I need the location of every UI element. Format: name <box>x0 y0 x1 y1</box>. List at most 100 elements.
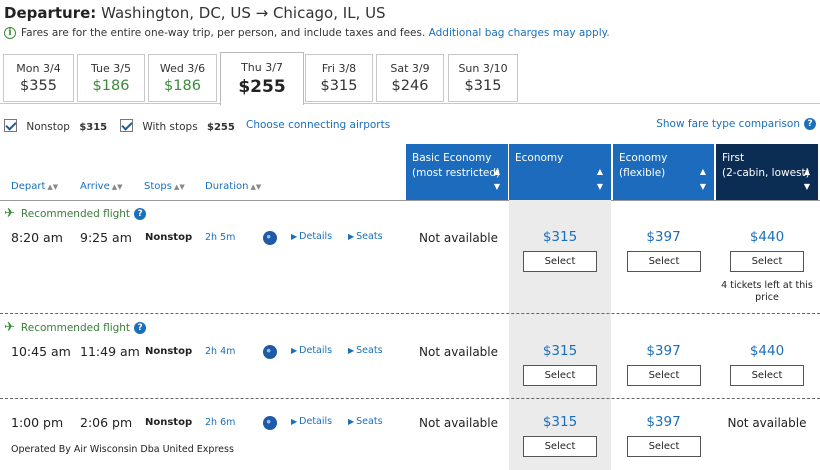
select-economy-flexible-button[interactable]: Select <box>627 436 701 457</box>
fare-header-economy[interactable]: Economy ▲ ▼ <box>509 144 611 200</box>
fare-comparison-link[interactable]: Show fare type comparison <box>656 118 800 130</box>
details-link[interactable]: ▶ Details <box>291 345 332 356</box>
economy-flexible-price: $397 <box>646 229 681 245</box>
date-tab-sun[interactable]: Sun 3/10 $315 <box>448 54 518 102</box>
date-tab-price: $246 <box>391 78 429 94</box>
fare-header-subtitle: (flexible) <box>619 167 666 179</box>
route-text: Washington, DC, US → Chicago, IL, US <box>101 4 386 22</box>
fare-info-text: Fares are for the entire one-way trip, p… <box>21 27 426 39</box>
details-label: Details <box>299 231 333 242</box>
sort-icon: ▲▼ <box>250 183 262 191</box>
date-tab-fri[interactable]: Fri 3/8 $315 <box>305 54 373 102</box>
seats-label: Seats <box>356 345 383 356</box>
basic-economy-unavailable: Not available <box>419 416 499 430</box>
with-stops-checkbox[interactable] <box>120 119 133 132</box>
depart-time: 10:45 am <box>11 344 71 359</box>
recommended-flight-badge: ✈ Recommended flight ? <box>4 206 147 221</box>
sort-icon: ▲▼ <box>47 183 59 191</box>
with-stops-filter[interactable]: With stops $255 <box>120 119 235 133</box>
sort-stops[interactable]: Stops ▲▼ <box>144 181 185 192</box>
sort-icon: ▲▼ <box>493 167 500 191</box>
fare-header-title: Economy <box>515 152 564 164</box>
departure-label: Departure: <box>4 4 97 22</box>
select-economy-flexible-button[interactable]: Select <box>627 251 701 272</box>
first-unavailable: Not available <box>727 416 807 430</box>
arrive-time: 11:49 am <box>80 344 140 359</box>
sort-icon: ▲▼ <box>596 167 603 191</box>
date-tab-label: Thu 3/7 <box>241 61 283 74</box>
date-tab-label: Tue 3/5 <box>91 62 131 75</box>
date-tab-label: Wed 3/6 <box>159 62 206 75</box>
date-tab-wed[interactable]: Wed 3/6 $186 <box>148 54 217 102</box>
triangle-right-icon: ▶ <box>348 232 355 241</box>
date-tab-price: $355 <box>20 78 57 94</box>
fare-comparison-toggle[interactable]: Show fare type comparison ? <box>656 118 816 130</box>
seats-link[interactable]: ▶ Seats <box>348 345 383 356</box>
duration-value: 2h 6m <box>205 417 236 428</box>
connecting-airports-link[interactable]: Choose connecting airports <box>246 119 391 131</box>
seats-link[interactable]: ▶ Seats <box>348 231 383 242</box>
plane-icon: ✈ <box>4 206 15 221</box>
fare-header-title: First <box>722 152 745 164</box>
fare-header-basic-economy[interactable]: Basic Economy (most restricted) ▲ ▼ <box>406 144 508 200</box>
fare-header-first[interactable]: First (2-cabin, lowest) ▲ ▼ <box>716 144 818 200</box>
date-tab-label: Sun 3/10 <box>458 62 508 75</box>
nonstop-checkbox[interactable] <box>4 119 17 132</box>
united-logo-icon <box>263 231 277 245</box>
triangle-right-icon: ▶ <box>348 346 355 355</box>
economy-flexible-price: $397 <box>646 414 681 430</box>
economy-price: $315 <box>542 414 578 430</box>
help-icon[interactable]: ? <box>804 118 816 130</box>
row-divider <box>0 313 820 314</box>
united-logo-icon <box>263 345 277 359</box>
header-divider <box>0 200 820 201</box>
sort-arrive[interactable]: Arrive ▲▼ <box>80 181 123 192</box>
info-icon: i <box>4 27 16 39</box>
recommended-label: Recommended flight <box>20 321 131 334</box>
sort-duration[interactable]: Duration ▲▼ <box>205 181 261 192</box>
help-icon[interactable]: ? <box>134 207 147 220</box>
with-stops-price: $255 <box>207 122 235 133</box>
triangle-right-icon: ▶ <box>291 346 298 355</box>
date-tab-mon[interactable]: Mon 3/4 $355 <box>3 54 74 102</box>
details-link[interactable]: ▶ Details <box>291 416 332 427</box>
details-link[interactable]: ▶ Details <box>291 231 332 242</box>
economy-price: $315 <box>542 343 578 359</box>
help-icon[interactable]: ? <box>134 321 147 334</box>
duration-value: 2h 5m <box>205 232 236 243</box>
stops-value: Nonstop <box>145 417 193 428</box>
row-divider <box>0 398 820 399</box>
details-label: Details <box>299 345 333 356</box>
date-tab-price: $186 <box>164 78 201 94</box>
select-economy-button[interactable]: Select <box>523 251 597 272</box>
fare-header-title: Basic Economy <box>412 152 492 164</box>
plane-icon: ✈ <box>4 320 15 335</box>
date-tab-thu-selected[interactable]: Thu 3/7 $255 <box>220 52 304 105</box>
fare-header-title: Economy <box>619 152 668 164</box>
fare-header-economy-flexible[interactable]: Economy (flexible) ▲ ▼ <box>613 144 714 200</box>
nonstop-filter[interactable]: Nonstop $315 <box>4 119 107 133</box>
economy-price: $315 <box>542 229 578 245</box>
date-tab-sat[interactable]: Sat 3/9 $246 <box>376 54 444 102</box>
sort-icon: ▲▼ <box>173 183 185 191</box>
date-tabs-divider <box>0 103 820 104</box>
select-economy-button[interactable]: Select <box>523 436 597 457</box>
select-first-button[interactable]: Select <box>730 365 804 386</box>
select-first-button[interactable]: Select <box>730 251 804 272</box>
duration-value: 2h 4m <box>205 346 236 357</box>
select-economy-button[interactable]: Select <box>523 365 597 386</box>
stops-value: Nonstop <box>145 232 193 243</box>
recommended-label: Recommended flight <box>20 207 131 220</box>
date-tab-price: $315 <box>464 78 502 94</box>
date-tab-label: Fri 3/8 <box>321 62 357 75</box>
select-economy-flexible-button[interactable]: Select <box>627 365 701 386</box>
date-tab-price: $255 <box>238 77 286 97</box>
operated-by-note: Operated By Air Wisconsin Dba United Exp… <box>11 444 234 455</box>
triangle-right-icon: ▶ <box>291 232 298 241</box>
bag-charges-link[interactable]: Additional bag charges may apply. <box>428 27 610 39</box>
date-tab-tue[interactable]: Tue 3/5 $186 <box>77 54 145 102</box>
sort-depart[interactable]: Depart ▲▼ <box>11 181 58 192</box>
fare-info: i Fares are for the entire one-way trip,… <box>4 27 610 39</box>
fare-header-subtitle: (2-cabin, lowest) <box>722 167 810 179</box>
seats-link[interactable]: ▶ Seats <box>348 416 383 427</box>
